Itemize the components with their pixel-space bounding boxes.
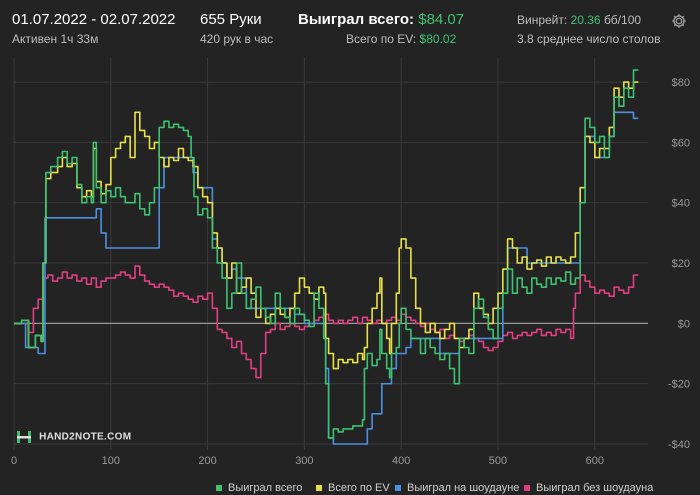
x-tick-label: 600 — [586, 455, 604, 467]
won-total-value: $84.07 — [418, 11, 465, 28]
y-tick-label: $40 — [672, 198, 690, 210]
avg-tables: 3.8 среднее число столов — [517, 32, 661, 46]
hands-count: 655 Руки — [200, 11, 262, 28]
legend-showdown-swatch — [395, 485, 401, 492]
active-time: Активен 1ч 33м — [12, 32, 99, 46]
legend-ev-total-swatch — [316, 485, 322, 492]
won-total: Выиграл всего: $84.07 — [298, 11, 464, 28]
x-tick-label: 500 — [489, 455, 507, 467]
legend-no-showdown[interactable]: Выиграл без шоудауна — [524, 482, 653, 494]
legend-no-showdown-swatch — [524, 485, 530, 492]
legend-showdown[interactable]: Выиграл на шоудауне — [395, 482, 519, 494]
x-tick-label: 300 — [295, 455, 313, 467]
y-tick-label: $0 — [678, 318, 690, 330]
ev-total-label: Всего по EV: — [346, 32, 417, 46]
profit-chart: 0 100 200 300 400 500 600 -$40 -$20 $0 $20 $40 $60 $8… — [11, 58, 690, 467]
x-tick-label: 400 — [392, 455, 410, 467]
legend-won-total[interactable]: Выиграл всего — [216, 482, 302, 494]
x-tick-label: 0 — [11, 455, 17, 467]
x-tick-label: 100 — [102, 455, 120, 467]
series-no-showdown-line — [14, 265, 639, 379]
hand2note-logo-icon — [17, 431, 31, 443]
winrate-value: 20.36 — [570, 13, 601, 27]
legend-ev-total[interactable]: Всего по EV — [316, 482, 390, 494]
series-showdown-line — [14, 111, 639, 445]
y-tick-label: -$20 — [668, 379, 690, 391]
y-tick-label: $60 — [672, 137, 690, 149]
series-won-total-line — [14, 69, 639, 439]
chart-grid — [13, 58, 648, 450]
legend-showdown-label: Выиграл на шоудауне — [407, 482, 520, 494]
y-tick-label: $80 — [672, 77, 690, 89]
won-total-label: Выиграл всего: — [298, 11, 415, 28]
hands-per-hour: 420 рук в час — [200, 32, 274, 46]
gear-icon[interactable] — [670, 12, 688, 30]
chart-series — [14, 69, 639, 445]
hand2note-logo: HAND2NOTE.COM — [16, 430, 131, 444]
x-tick-label: 200 — [198, 455, 216, 467]
hand2note-logo-text: HAND2NOTE.COM — [39, 431, 132, 443]
y-tick-label: -$40 — [668, 439, 690, 451]
winrate-unit: бб/100 — [603, 13, 642, 27]
y-tick-label: $20 — [672, 258, 690, 270]
series-ev-total-line — [14, 81, 639, 370]
legend-no-showdown-label: Выиграл без шоудауна — [536, 482, 654, 494]
date-range: 01.07.2022 - 02.07.2022 — [12, 11, 176, 28]
legend-won-total-swatch — [216, 485, 222, 492]
ev-total-value: $80.02 — [419, 32, 457, 46]
legend-won-total-label: Выиграл всего — [228, 482, 303, 494]
ev-total: Всего по EV: $80.02 — [346, 32, 456, 46]
winrate-label: Винрейт: — [517, 13, 568, 27]
chart-ticks: 0 100 200 300 400 500 600 -$40 -$20 $0 $20 $40 $60 $8… — [11, 77, 690, 467]
legend-ev-total-label: Всего по EV — [328, 482, 390, 494]
winrate: Винрейт: 20.36 бб/100 — [517, 13, 641, 27]
